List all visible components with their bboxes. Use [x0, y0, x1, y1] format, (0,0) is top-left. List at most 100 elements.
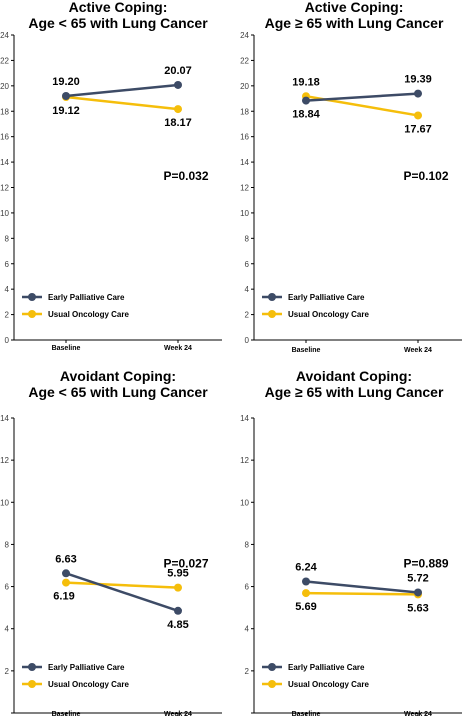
x-tick-label: Baseline [52, 345, 81, 352]
series-line-early-palliative-care [65, 83, 179, 98]
y-tick-label: 12 [240, 184, 249, 193]
data-label: 6.24 [295, 562, 317, 574]
data-label: 19.20 [52, 76, 80, 88]
series-line-early-palliative-care [305, 92, 419, 102]
p-value-annotation: P=0.032 [163, 169, 208, 183]
data-label: 19.18 [292, 76, 320, 88]
legend-swatch-marker [268, 293, 276, 301]
data-point-usual-oncology-care [302, 589, 310, 598]
chart-panel-2: Active Coping:Age ≥ 65 with Lung Cancer 0… [240, 0, 462, 354]
y-tick-label: 2 [245, 667, 250, 676]
legend-label: Usual Oncology Care [288, 310, 369, 319]
y-tick-label: 10 [0, 498, 9, 507]
data-label: 5.95 [167, 568, 188, 580]
data-label: 19.12 [52, 105, 80, 117]
y-tick-label: 18 [240, 107, 249, 116]
y-tick-label: 2 [5, 311, 10, 320]
chart-title-line: Avoidant Coping: [60, 368, 176, 384]
data-point-early-palliative-care [302, 96, 310, 105]
legend-swatch-marker [28, 310, 36, 318]
legend-swatch-marker [268, 680, 276, 688]
y-tick-label: 6 [5, 260, 10, 269]
y-tick-label: 0 [245, 336, 250, 345]
data-label: 19.39 [404, 74, 432, 86]
data-point-early-palliative-care [174, 80, 182, 89]
legend-label: Usual Oncology Care [288, 680, 369, 689]
chart-title-line: Age < 65 with Lung Cancer [28, 15, 208, 31]
legend-label: Usual Oncology Care [48, 680, 129, 689]
chart-panel-1: Active Coping:Age < 65 with Lung Cancer 0… [0, 0, 222, 352]
chart-title-line: Active Coping: [69, 0, 168, 15]
y-tick-label: 4 [245, 625, 250, 634]
x-tick-label: Week 24 [404, 347, 432, 354]
legend-label: Early Palliative Care [48, 293, 125, 302]
data-point-early-palliative-care [302, 577, 310, 586]
y-tick-label: 16 [240, 133, 249, 142]
data-label: 5.72 [407, 572, 428, 584]
legend-swatch-marker [28, 293, 36, 301]
data-point-usual-oncology-care [414, 111, 422, 120]
y-tick-label: 14 [0, 158, 9, 167]
y-tick-label: 14 [240, 414, 249, 423]
y-tick-label: 2 [5, 667, 10, 676]
series-line-usual-oncology-care [305, 591, 419, 596]
y-tick-label: 18 [0, 107, 9, 116]
y-tick-label: 20 [240, 82, 249, 91]
legend-label: Early Palliative Care [288, 293, 365, 302]
y-tick-label: 14 [240, 158, 249, 167]
data-point-usual-oncology-care [174, 583, 182, 592]
data-point-early-palliative-care [62, 569, 70, 578]
x-tick-label: Baseline [292, 347, 321, 354]
data-label: 18.17 [164, 117, 192, 129]
legend-label: Early Palliative Care [288, 663, 365, 672]
data-label: 5.63 [407, 602, 428, 614]
y-tick-label: 4 [5, 625, 10, 634]
y-tick-label: 16 [0, 133, 9, 142]
chart-title-line: Age ≥ 65 with Lung Cancer [265, 15, 444, 31]
y-tick-label: 4 [245, 285, 250, 294]
y-tick-label: 8 [5, 234, 10, 243]
chart-panel-4: Avoidant Coping:Age ≥ 65 with Lung Cance… [240, 368, 462, 717]
x-tick-label: Baseline [52, 711, 81, 717]
series-line-usual-oncology-care [65, 581, 179, 589]
y-tick-label: 4 [5, 285, 10, 294]
data-label: 18.84 [292, 109, 320, 121]
y-tick-label: 10 [0, 209, 9, 218]
x-tick-label: Week 24 [164, 711, 192, 717]
data-label: 20.07 [164, 65, 192, 77]
y-tick-label: 6 [245, 583, 250, 592]
y-tick-label: 14 [0, 414, 9, 423]
y-tick-label: 12 [0, 456, 9, 465]
chart-title-line: Age ≥ 65 with Lung Cancer [265, 384, 444, 400]
y-tick-label: 2 [245, 311, 250, 320]
data-point-usual-oncology-care [62, 578, 70, 587]
y-tick-label: 10 [240, 209, 249, 218]
series-line-early-palliative-care [305, 580, 419, 594]
data-point-early-palliative-care [414, 588, 422, 597]
legend-swatch-marker [28, 680, 36, 688]
legend-swatch-marker [268, 663, 276, 671]
y-tick-label: 8 [245, 540, 250, 549]
data-label: 6.19 [53, 591, 74, 603]
y-tick-label: 24 [240, 31, 249, 40]
y-tick-label: 6 [5, 583, 10, 592]
series-line-early-palliative-care [65, 572, 179, 612]
y-tick-label: 10 [240, 498, 249, 507]
series-line-usual-oncology-care [65, 95, 179, 111]
x-tick-label: Week 24 [164, 345, 192, 352]
data-point-usual-oncology-care [174, 105, 182, 114]
data-label: 6.63 [55, 553, 76, 565]
data-point-early-palliative-care [174, 606, 182, 615]
legend-label: Usual Oncology Care [48, 310, 129, 319]
x-tick-label: Week 24 [404, 711, 432, 717]
chart-panel-3: Avoidant Coping:Age < 65 with Lung Cance… [0, 368, 222, 717]
y-tick-label: 20 [0, 82, 9, 91]
y-tick-label: 24 [0, 31, 9, 40]
legend-label: Early Palliative Care [48, 663, 125, 672]
data-label: 17.67 [404, 123, 432, 135]
data-point-early-palliative-care [62, 92, 70, 100]
legend-swatch-marker [268, 310, 276, 318]
y-tick-label: 6 [245, 260, 250, 269]
y-tick-label: 22 [240, 56, 249, 65]
data-label: 4.85 [167, 619, 188, 631]
